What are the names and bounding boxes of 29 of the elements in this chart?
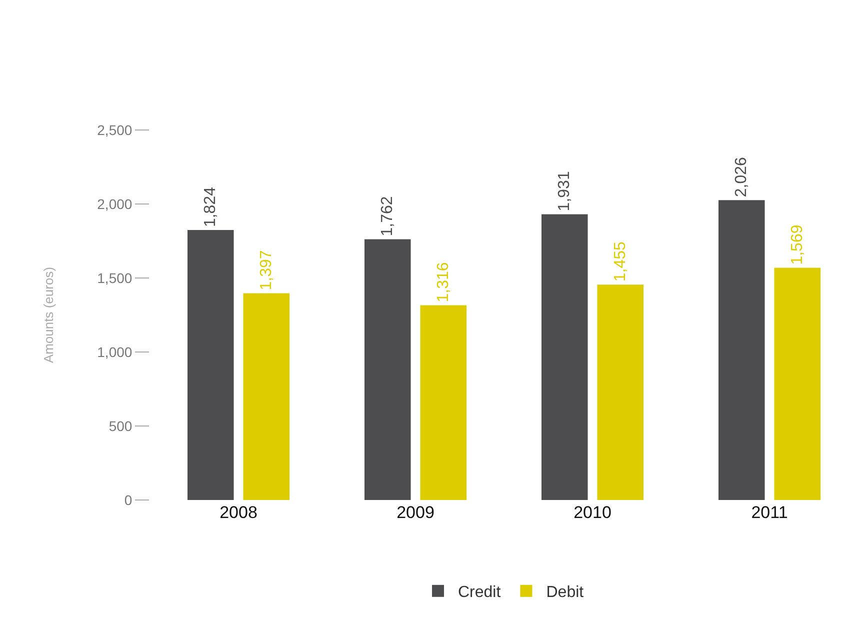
data-label: 1,569 [788, 224, 806, 265]
data-label: 1,316 [434, 262, 452, 302]
bar [541, 214, 588, 500]
y-tick-label: 1,000 [97, 344, 132, 360]
data-label: 2,026 [733, 157, 750, 198]
data-label: 1,931 [556, 171, 574, 212]
x-tick-label: 2009 [396, 503, 434, 522]
y-axis-title: Amounts (euros) [41, 266, 56, 364]
y-tick-label: 2,000 [97, 196, 132, 212]
bar [243, 293, 290, 500]
y-tick-label: 0 [124, 492, 132, 508]
legend-label: Debit [546, 584, 584, 602]
bar [597, 284, 644, 500]
x-tick-label: 2010 [574, 503, 612, 522]
y-tick-label: 500 [108, 418, 132, 434]
legend-label: Credit [458, 584, 502, 602]
bar [420, 305, 467, 500]
data-label: 1,397 [258, 250, 275, 290]
data-label: 1,762 [379, 196, 396, 236]
bar [774, 268, 821, 500]
bar [718, 200, 765, 500]
data-label: 1,455 [612, 242, 629, 282]
x-tick-label: 2011 [751, 503, 788, 522]
bar [187, 230, 234, 500]
data-label: 1,824 [202, 186, 220, 228]
x-tick-label: 2008 [220, 503, 258, 522]
y-tick-label: 1,500 [97, 270, 132, 286]
y-tick-label: 2,500 [97, 122, 132, 138]
bar [364, 239, 411, 500]
